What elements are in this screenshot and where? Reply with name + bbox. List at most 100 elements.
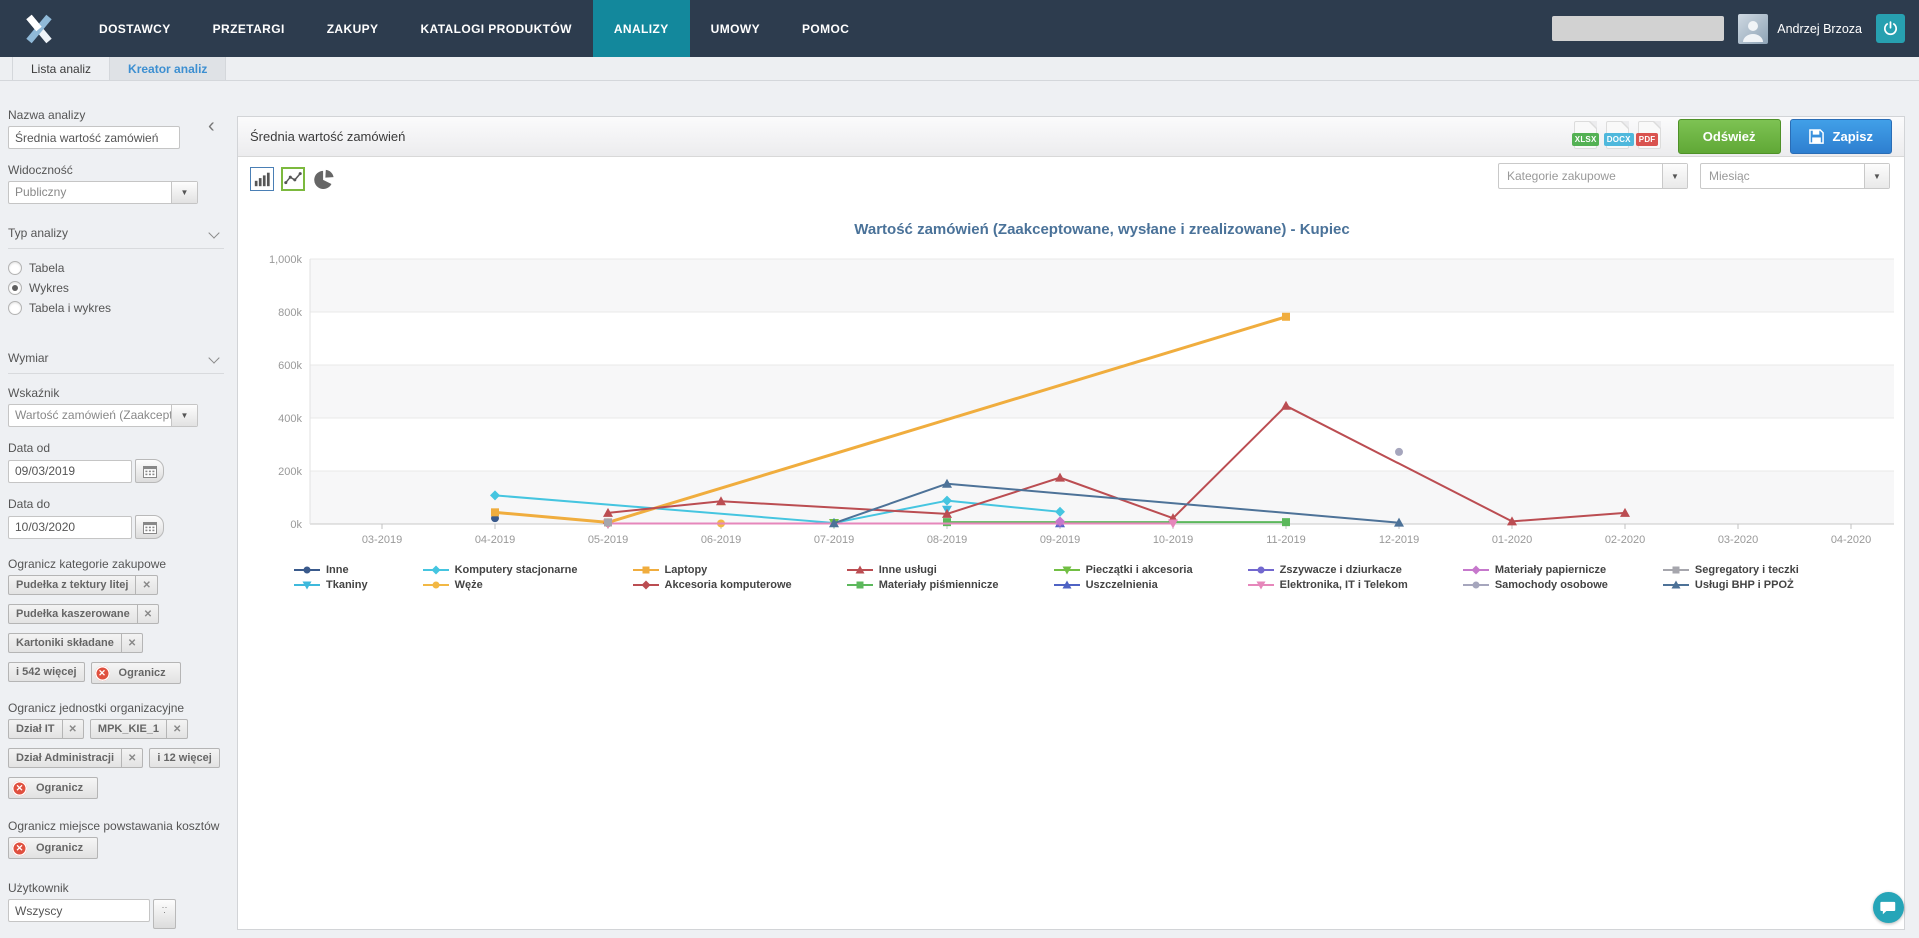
legend-item-materiały-piśmiennicze[interactable]: Materiały piśmiennicze: [847, 578, 999, 592]
user-picker-button[interactable]: ···: [153, 899, 176, 929]
user-name: Andrzej Brzoza: [1777, 22, 1862, 36]
legend-label: Elektronika, IT i Telekom: [1280, 579, 1408, 591]
legend-item-inne[interactable]: Inne: [294, 563, 368, 577]
radio-circle-icon: [8, 261, 22, 275]
radio-circle-icon: [8, 281, 22, 295]
category-chip-list: Pudełka z tektury litej✕Pudełka kaszerow…: [8, 575, 226, 691]
filter-chip-i-542-więcej: i 542 więcej: [8, 662, 85, 682]
chart-type-pie-button[interactable]: [312, 167, 336, 191]
tab-lista-analiz[interactable]: Lista analiz: [12, 57, 110, 80]
section-typ-analizy[interactable]: Typ analizy: [8, 226, 224, 240]
chip-remove-icon[interactable]: ✕: [166, 720, 187, 738]
radio-tabela[interactable]: Tabela: [8, 261, 232, 275]
analysis-name-input[interactable]: [8, 126, 180, 149]
svg-text:08-2019: 08-2019: [927, 534, 967, 546]
legend-item-tkaniny[interactable]: Tkaniny: [294, 578, 368, 592]
svg-text:07-2019: 07-2019: [814, 534, 854, 546]
nav-item-zakupy[interactable]: ZAKUPY: [306, 0, 400, 57]
svg-text:200k: 200k: [278, 466, 302, 478]
chart-type-bar-button[interactable]: [250, 167, 274, 191]
legend-item-laptopy[interactable]: Laptopy: [633, 563, 792, 577]
legend-label: Komputery stacjonarne: [455, 564, 578, 576]
svg-text:09-2019: 09-2019: [1040, 534, 1080, 546]
legend-item-akcesoria-komputerowe[interactable]: Akcesoria komputerowe: [633, 578, 792, 592]
radio-label: Tabela i wykres: [29, 301, 111, 315]
chip-remove-icon[interactable]: ✕: [137, 605, 158, 623]
chart-type-line-button[interactable]: [281, 167, 305, 191]
refresh-button[interactable]: Odśwież: [1678, 119, 1781, 154]
period-dropdown[interactable]: Miesiąc ▼: [1700, 163, 1890, 189]
calendar-icon[interactable]: [135, 459, 164, 483]
legend-marker-icon: [1463, 579, 1489, 591]
date-from-input[interactable]: [8, 460, 132, 483]
save-button[interactable]: Zapisz: [1790, 119, 1892, 154]
legend-item-zszywacze-i-dziurkacze[interactable]: Zszywacze i dziurkacze: [1248, 563, 1408, 577]
legend-item-samochody-osobowe[interactable]: Samochody osobowe: [1463, 578, 1608, 592]
legend-item-segregatory-i-teczki[interactable]: Segregatory i teczki: [1663, 563, 1799, 577]
legend-item-pieczątki-i-akcesoria[interactable]: Pieczątki i akcesoria: [1054, 563, 1193, 577]
dimension-dropdown[interactable]: Kategorie zakupowe ▼: [1498, 163, 1688, 189]
limit-org-units-label: Ogranicz jednostki organizacyjne: [8, 701, 232, 715]
nav-item-katalogi-produktów[interactable]: KATALOGI PRODUKTÓW: [399, 0, 592, 57]
date-to-input[interactable]: [8, 516, 132, 539]
app-logo-icon[interactable]: [0, 0, 78, 57]
indicator-select[interactable]: Wartość zamówień (Zaakcept ▼: [8, 404, 198, 427]
svg-text:1,000k: 1,000k: [269, 254, 303, 266]
chip-remove-icon[interactable]: ✕: [135, 576, 156, 594]
legend-item-inne-usługi[interactable]: Inne usługi: [847, 563, 999, 577]
radio-label: Tabela: [29, 261, 64, 275]
chip-remove-icon[interactable]: ✕: [62, 720, 83, 738]
nav-item-umowy[interactable]: UMOWY: [690, 0, 781, 57]
analysis-type-options: Tabela Wykres Tabela i wykres: [8, 261, 232, 315]
limit-cost-center-button[interactable]: ✕ Ogranicz: [8, 837, 98, 859]
nav-item-dostawcy[interactable]: DOSTAWCY: [78, 0, 192, 57]
svg-text:0k: 0k: [290, 519, 302, 531]
chart-canvas: 0k200k400k600k800k1,000k03-201904-201905…: [246, 253, 1902, 555]
user-filter-label: Użytkownik: [8, 881, 232, 895]
legend-item-komputery-stacjonarne[interactable]: Komputery stacjonarne: [423, 563, 578, 577]
user-filter-input[interactable]: [8, 899, 150, 922]
limit-org-units-button[interactable]: ✕ Ogranicz: [8, 777, 98, 799]
legend-item-usługi-bhp-i-ppoż[interactable]: Usługi BHP i PPOŻ: [1663, 578, 1799, 592]
line-chart: 0k200k400k600k800k1,000k03-201904-201905…: [246, 253, 1902, 555]
legend-label: Samochody osobowe: [1495, 579, 1608, 591]
export-pdf-button[interactable]: PDF: [1638, 121, 1661, 149]
radio-tabela-i-wykres[interactable]: Tabela i wykres: [8, 301, 232, 315]
legend-marker-icon: [847, 579, 873, 591]
panel-header: Średnia wartość zamówień XLSX DOCX PDF Odś…: [238, 117, 1904, 157]
legend-item-węże[interactable]: Węże: [423, 578, 578, 592]
chart-legend: InneTkaniny Komputery stacjonarne Węże Lapt…: [294, 563, 1854, 592]
export-docx-button[interactable]: DOCX: [1606, 121, 1629, 149]
save-button-label: Zapisz: [1833, 129, 1873, 144]
tab-kreator-analiz[interactable]: Kreator analiz: [110, 57, 226, 80]
chip-remove-icon[interactable]: ✕: [121, 634, 142, 652]
search-input[interactable]: [1552, 16, 1724, 41]
visibility-select[interactable]: Publiczny ▼: [8, 181, 198, 204]
radio-wykres[interactable]: Wykres: [8, 281, 232, 295]
chip-remove-icon[interactable]: ✕: [121, 749, 142, 767]
section-wymiar[interactable]: Wymiar: [8, 351, 224, 365]
chat-bubble-button[interactable]: [1873, 892, 1904, 923]
logout-power-button[interactable]: [1876, 14, 1905, 43]
legend-label: Segregatory i teczki: [1695, 564, 1799, 576]
avatar: [1738, 14, 1768, 44]
legend-item-elektronika-it-i-telekom[interactable]: Elektronika, IT i Telekom: [1248, 578, 1408, 592]
chevron-down-icon: [208, 227, 219, 238]
nav-item-analizy[interactable]: ANALIZY: [593, 0, 690, 57]
nav-item-pomoc[interactable]: POMOC: [781, 0, 870, 57]
limit-categories-label: Ogranicz kategorie zakupowe: [8, 557, 232, 571]
panel-title: Średnia wartość zamówień: [250, 129, 405, 144]
legend-item-materiały-papiernicze[interactable]: Materiały papiernicze: [1463, 563, 1608, 577]
svg-text:800k: 800k: [278, 307, 302, 319]
limit-button-label: Ogranicz: [119, 667, 166, 679]
nav-item-przetargi[interactable]: PRZETARGI: [192, 0, 306, 57]
filter-chip-kartoniki-składane: Kartoniki składane✕: [8, 633, 143, 653]
analysis-panel: Średnia wartość zamówień XLSX DOCX PDF Odś…: [237, 116, 1905, 930]
calendar-icon[interactable]: [135, 515, 164, 539]
limit-categories-button[interactable]: ✕Ogranicz: [91, 662, 181, 684]
svg-text:02-2020: 02-2020: [1605, 534, 1645, 546]
legend-marker-icon: [1663, 579, 1689, 591]
user-menu[interactable]: Andrzej Brzoza: [1738, 14, 1862, 44]
export-xlsx-button[interactable]: XLSX: [1574, 121, 1597, 149]
legend-item-uszczelnienia[interactable]: Uszczelnienia: [1054, 578, 1193, 592]
